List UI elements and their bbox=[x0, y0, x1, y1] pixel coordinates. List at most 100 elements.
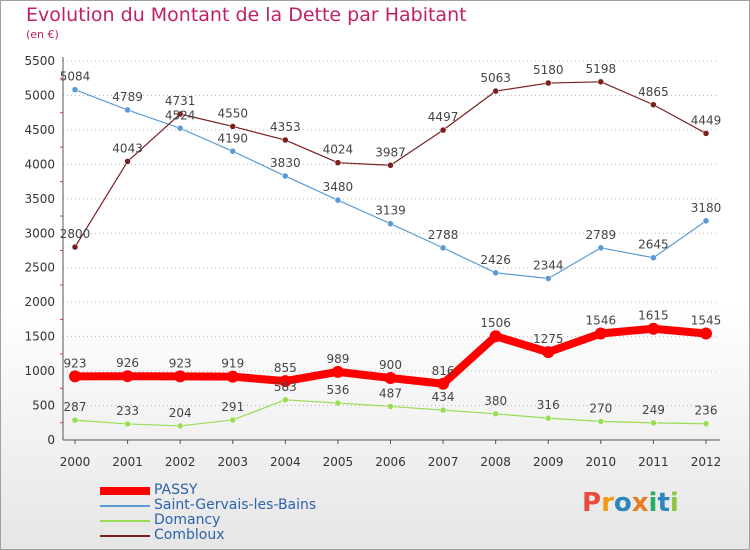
data-point-combloux bbox=[71, 243, 79, 251]
logo-letter: P bbox=[582, 488, 602, 518]
data-point-passy bbox=[489, 330, 502, 343]
data-point-saint-gervais-les-bains bbox=[282, 172, 289, 180]
data-label-combloux: 4497 bbox=[428, 110, 459, 124]
data-point-combloux bbox=[176, 110, 184, 118]
data-label-combloux: 4449 bbox=[691, 113, 722, 127]
x-tick-label: 2008 bbox=[480, 455, 511, 469]
data-label-domancy: 583 bbox=[274, 380, 297, 394]
data-point-passy bbox=[174, 370, 187, 383]
y-tick-label: 2000 bbox=[24, 295, 55, 309]
data-point-passy bbox=[647, 322, 660, 335]
data-point-combloux bbox=[597, 78, 605, 86]
data-label-combloux: 2800 bbox=[60, 227, 91, 241]
data-point-domancy bbox=[124, 420, 131, 428]
data-point-passy bbox=[69, 370, 81, 383]
legend-swatch bbox=[100, 520, 150, 522]
data-label-passy: 923 bbox=[64, 356, 87, 370]
data-label-domancy: 291 bbox=[221, 400, 244, 414]
data-point-saint-gervais-les-bains bbox=[229, 148, 236, 155]
data-label-combloux: 4024 bbox=[323, 143, 354, 157]
x-tick-label: 2004 bbox=[270, 455, 301, 469]
data-label-passy: 989 bbox=[326, 352, 349, 366]
data-point-combloux bbox=[387, 162, 394, 169]
data-label-passy: 1545 bbox=[691, 314, 722, 328]
data-label-saint-gervais-les-bains: 5084 bbox=[60, 70, 91, 84]
data-label-passy: 926 bbox=[116, 356, 139, 370]
data-label-combloux: 4550 bbox=[217, 106, 248, 120]
data-label-saint-gervais-les-bains: 2788 bbox=[428, 228, 459, 242]
legend-swatch bbox=[100, 505, 150, 507]
legend-label: Saint-Gervais-les-Bains bbox=[154, 497, 317, 513]
x-tick-label: 2003 bbox=[217, 455, 248, 469]
y-tick-label: 4000 bbox=[24, 157, 55, 171]
data-label-combloux: 5198 bbox=[586, 62, 617, 76]
y-tick-label: 4500 bbox=[24, 123, 55, 137]
data-point-domancy bbox=[439, 406, 447, 414]
data-label-saint-gervais-les-bains: 3480 bbox=[323, 180, 354, 194]
logo-letter: i bbox=[648, 488, 658, 518]
logo-letter: r bbox=[601, 488, 614, 518]
logo-letter: o bbox=[613, 488, 632, 518]
x-tick-label: 2012 bbox=[691, 455, 722, 469]
data-label-saint-gervais-les-bains: 4789 bbox=[112, 90, 143, 104]
data-point-combloux bbox=[650, 101, 657, 109]
data-label-combloux: 4865 bbox=[638, 85, 669, 99]
data-point-combloux bbox=[545, 79, 552, 87]
data-point-passy bbox=[121, 370, 134, 383]
y-tick-label: 3000 bbox=[24, 226, 55, 240]
chart-title: Evolution du Montant de la Dette par Hab… bbox=[26, 4, 467, 26]
y-tick-label: 0 bbox=[47, 433, 55, 447]
x-tick-label: 2002 bbox=[165, 455, 196, 469]
y-tick-label: 500 bbox=[32, 399, 55, 413]
data-label-saint-gervais-les-bains: 4524 bbox=[165, 108, 196, 122]
data-label-domancy: 233 bbox=[116, 404, 139, 418]
x-tick-label: 2010 bbox=[586, 455, 617, 469]
data-label-domancy: 249 bbox=[642, 403, 665, 417]
data-point-combloux bbox=[229, 123, 236, 130]
data-point-saint-gervais-les-bains bbox=[439, 244, 447, 252]
data-point-domancy bbox=[229, 416, 236, 424]
data-point-domancy bbox=[492, 410, 499, 418]
data-point-domancy bbox=[282, 396, 289, 404]
x-tick-label: 2007 bbox=[428, 455, 459, 469]
data-label-domancy: 487 bbox=[379, 386, 402, 400]
data-point-saint-gervais-les-bains bbox=[702, 217, 710, 225]
data-point-domancy bbox=[387, 403, 394, 410]
logo-letter: x bbox=[631, 488, 649, 518]
data-label-passy: 919 bbox=[221, 357, 244, 371]
data-label-passy: 1275 bbox=[533, 332, 564, 346]
data-point-saint-gervais-les-bains bbox=[597, 244, 605, 252]
data-point-passy bbox=[226, 370, 239, 383]
data-point-domancy bbox=[545, 414, 552, 422]
y-tick-label: 2500 bbox=[24, 261, 55, 275]
data-point-saint-gervais-les-bains bbox=[387, 220, 394, 227]
data-point-combloux bbox=[282, 136, 289, 144]
legend-label: PASSY bbox=[154, 482, 198, 498]
y-tick-label: 3500 bbox=[24, 192, 55, 206]
data-label-combloux: 5063 bbox=[480, 71, 511, 85]
data-point-combloux bbox=[702, 130, 710, 137]
data-label-passy: 855 bbox=[274, 361, 297, 375]
data-point-domancy bbox=[71, 416, 79, 424]
x-tick-label: 2001 bbox=[112, 455, 143, 469]
data-point-combloux bbox=[124, 158, 131, 165]
legend-swatch bbox=[100, 535, 150, 537]
data-label-passy: 1615 bbox=[638, 309, 669, 323]
proxiti-logo: Proxiti bbox=[582, 488, 679, 518]
data-point-passy bbox=[384, 371, 397, 384]
data-point-domancy bbox=[597, 418, 605, 425]
data-point-domancy bbox=[334, 399, 342, 407]
data-label-domancy: 287 bbox=[64, 400, 87, 414]
data-label-combloux: 4731 bbox=[165, 94, 196, 108]
data-point-saint-gervais-les-bains bbox=[334, 196, 342, 204]
data-label-domancy: 434 bbox=[432, 390, 455, 404]
y-tick-label: 1000 bbox=[24, 364, 55, 378]
data-point-combloux bbox=[334, 159, 342, 166]
y-tick-label: 1500 bbox=[24, 330, 55, 344]
data-point-passy bbox=[279, 375, 292, 388]
data-label-combloux: 5180 bbox=[533, 63, 564, 77]
data-point-saint-gervais-les-bains bbox=[176, 125, 184, 132]
data-point-passy bbox=[594, 327, 607, 340]
data-point-passy bbox=[542, 346, 555, 359]
